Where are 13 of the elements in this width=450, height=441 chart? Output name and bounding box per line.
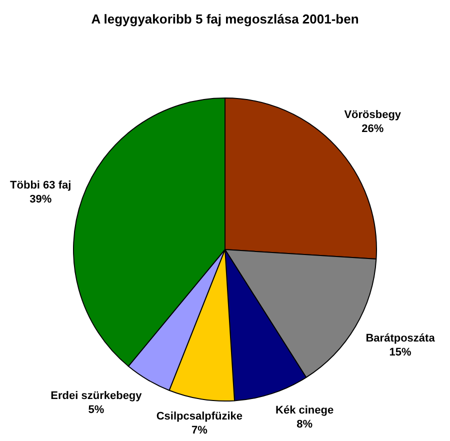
slice-label: Csilpcsalpfüzike bbox=[156, 410, 243, 423]
slice-label: Többi 63 faj bbox=[10, 180, 72, 192]
data-label: 5% bbox=[88, 404, 104, 416]
data-label: 26% bbox=[362, 123, 384, 136]
slice-label: Kék cinege bbox=[276, 404, 334, 417]
slice-label: Vörösbegy bbox=[344, 109, 402, 122]
slice-label: Erdei szürkebegy bbox=[50, 390, 143, 402]
slice-label: Barátposzáta bbox=[366, 332, 436, 344]
data-label: 7% bbox=[191, 424, 208, 437]
data-label: 39% bbox=[30, 194, 52, 206]
data-label: 15% bbox=[389, 346, 412, 358]
data-label: 8% bbox=[296, 418, 313, 431]
chart-title: A legygyakoribb 5 faj megoszlása 2001-ben bbox=[91, 12, 359, 27]
